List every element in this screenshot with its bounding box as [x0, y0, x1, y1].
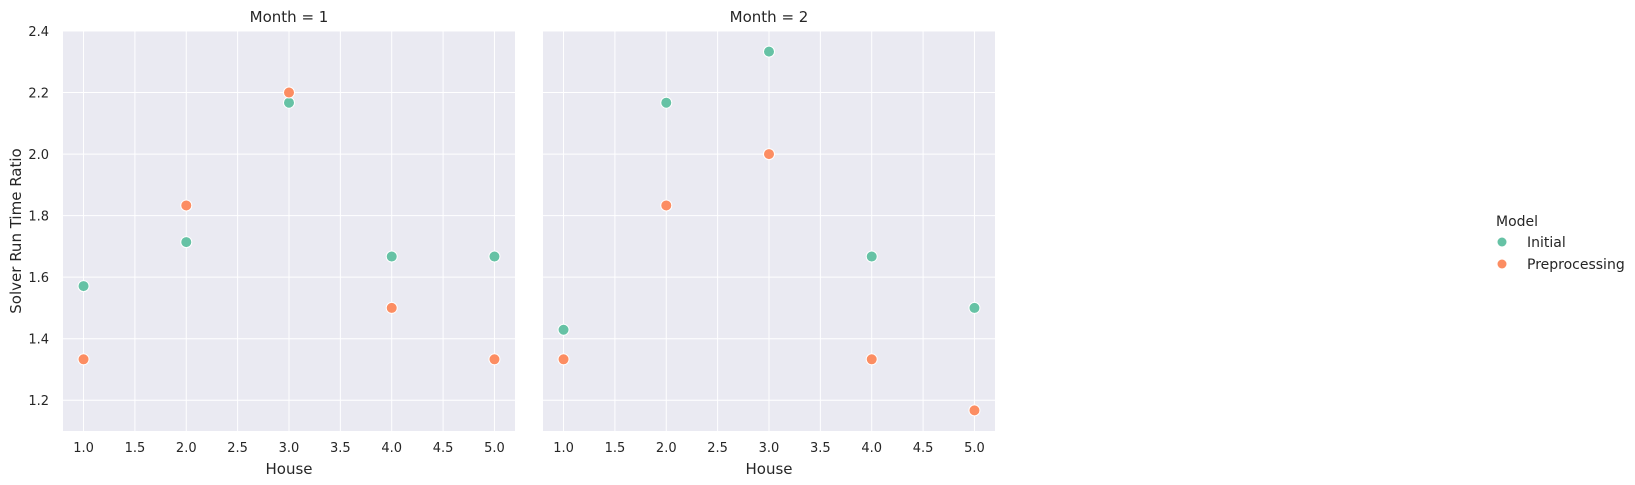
y-tick-label: 2.4 [28, 25, 49, 40]
facet-title: Month = 2 [730, 8, 809, 26]
data-point-preprocessing [180, 199, 193, 212]
x-tick-label: 2.5 [707, 441, 728, 456]
x-tick-label: 2.5 [227, 441, 248, 456]
x-tick-label: 4.0 [381, 441, 402, 456]
data-point-initial [557, 323, 570, 336]
x-tick-label: 1.0 [73, 441, 94, 456]
legend-title: Model [1496, 214, 1538, 230]
facet-month-1: 1.0 1.5 2.0 2.5 3.0 3.5 4.0 4.5 5.0 1.2 1.4 1.6 1.8 2… [7, 8, 515, 478]
data-point-initial [385, 250, 398, 263]
data-point-preprocessing [283, 86, 295, 99]
legend-label-initial: Initial [1527, 235, 1566, 251]
x-axis-title: House [265, 460, 312, 478]
x-tick-label: 3.5 [810, 441, 831, 456]
data-point-initial [968, 301, 981, 314]
x-tick-label: 3.0 [279, 441, 300, 456]
x-tick-label: 1.5 [605, 441, 626, 456]
x-tick-label: 1.5 [125, 441, 146, 456]
data-point-initial [488, 250, 501, 263]
x-tick-label: 3.5 [330, 441, 351, 456]
x-tick-label: 4.5 [433, 441, 454, 456]
data-point-preprocessing [660, 199, 673, 212]
data-point-preprocessing [865, 353, 878, 366]
data-point-preprocessing [763, 148, 775, 161]
x-tick-label: 3.0 [759, 441, 780, 456]
facet-month-2: 1.0 1.5 2.0 2.5 3.0 3.5 4.0 4.5 5.0 Month = 2 Hous… [543, 8, 995, 478]
data-point-initial [180, 236, 193, 249]
data-point-initial [77, 280, 90, 293]
x-axis-title: House [745, 460, 792, 478]
data-point-initial [283, 96, 295, 109]
legend-label-preprocessing: Preprocessing [1527, 257, 1625, 273]
x-tick-label: 5.0 [484, 441, 505, 456]
x-tick-label: 1.0 [553, 441, 574, 456]
x-tick-label: 2.0 [656, 441, 677, 456]
legend: Model Initial Preprocessing [1496, 214, 1625, 273]
data-point-preprocessing [968, 404, 981, 417]
y-tick-label: 1.4 [28, 333, 49, 348]
legend-marker-initial [1497, 237, 1507, 247]
y-tick-label: 2.0 [28, 148, 49, 163]
data-point-initial [763, 45, 775, 58]
legend-marker-preprocessing [1497, 259, 1507, 269]
x-tick-label: 4.5 [913, 441, 934, 456]
y-tick-label: 1.6 [28, 271, 49, 286]
data-point-preprocessing [77, 353, 90, 366]
data-point-initial [660, 96, 673, 109]
y-axis-title: Solver Run Time Ratio [7, 148, 25, 313]
x-tick-label: 4.0 [861, 441, 882, 456]
y-tick-label: 1.8 [28, 210, 49, 225]
data-point-preprocessing [488, 353, 501, 366]
y-tick-label: 2.2 [28, 87, 49, 102]
y-tick-label: 1.2 [28, 394, 49, 409]
data-point-preprocessing [557, 353, 570, 366]
data-point-initial [865, 250, 878, 263]
data-point-preprocessing [385, 301, 398, 314]
x-tick-label: 5.0 [964, 441, 985, 456]
facet-title: Month = 1 [250, 8, 329, 26]
x-tick-label: 2.0 [176, 441, 197, 456]
